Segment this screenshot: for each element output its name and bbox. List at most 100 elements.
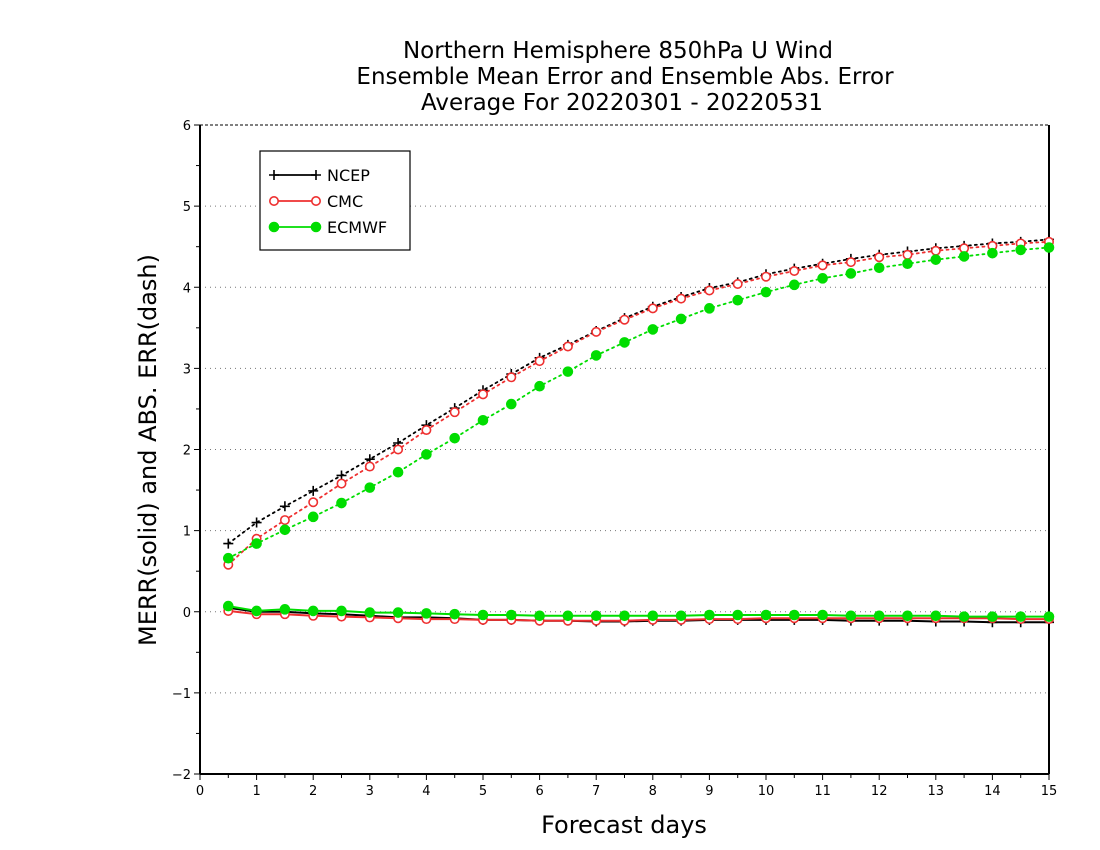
legend-marker — [268, 221, 280, 233]
abs-error-point — [336, 497, 347, 509]
abs-error-point — [279, 515, 290, 526]
abs-error-line — [227, 240, 1050, 566]
abs-error-point — [930, 254, 942, 265]
x-axis-label: Forecast days — [541, 811, 707, 839]
x-tick-label: 1 — [252, 784, 260, 799]
abs-error-point — [619, 314, 630, 325]
mean-error-point — [534, 610, 545, 622]
mean-error-point — [1043, 611, 1055, 622]
mean-error-point — [477, 609, 489, 621]
x-tick-label: 8 — [649, 784, 657, 799]
x-tick-label: 12 — [871, 784, 888, 799]
abs-error-point — [930, 245, 941, 256]
y-tick-label: 5 — [183, 200, 191, 215]
title-line-1: Northern Hemisphere 850hPa U Wind — [403, 38, 833, 64]
abs-error-point — [732, 279, 743, 290]
abs-error-point — [958, 251, 970, 262]
chart-title: Northern Hemisphere 850hPa U Wind Ensemb… — [356, 38, 894, 116]
abs-error-point — [506, 372, 517, 383]
abs-error-point — [676, 293, 687, 304]
abs-error-point — [251, 538, 262, 549]
abs-error-point — [732, 294, 744, 306]
series-cmc — [223, 236, 1055, 626]
title-line-3: Average For 20220301 - 20220531 — [421, 90, 823, 116]
abs-error-point — [477, 414, 489, 426]
legend-entry-cmc: CMC — [268, 192, 363, 211]
abs-error-point — [251, 517, 262, 528]
legend-marker — [311, 170, 321, 180]
abs-error-point — [590, 350, 602, 361]
legend-marker — [268, 196, 279, 207]
mean-error-point — [789, 609, 800, 621]
abs-error-point — [562, 366, 574, 377]
abs-error-point — [336, 478, 347, 489]
abs-error-point — [760, 286, 772, 298]
abs-error-line — [227, 246, 1050, 560]
x-tick-label: 13 — [928, 784, 945, 799]
x-tick-label: 14 — [984, 784, 1001, 799]
abs-error-point — [817, 273, 828, 284]
legend-label: ECMWF — [327, 218, 387, 237]
x-tick-label: 3 — [366, 784, 374, 799]
plot-series — [223, 234, 1055, 628]
abs-error-line — [227, 238, 1050, 545]
abs-error-point — [393, 444, 404, 455]
x-tick-label: 7 — [592, 784, 600, 799]
y-tick-label: 1 — [183, 525, 191, 540]
y-tick-label: −2 — [172, 768, 191, 783]
mean-error-point — [421, 608, 432, 619]
mean-error-point — [902, 610, 913, 622]
mean-error-point — [817, 609, 828, 621]
legend: NCEP CMC ECMWF — [259, 150, 411, 251]
mean-error-point — [873, 610, 885, 622]
abs-error-point — [817, 260, 828, 271]
abs-error-point — [223, 538, 234, 549]
abs-error-point — [1043, 242, 1055, 253]
mean-error-point — [562, 610, 574, 622]
mean-error-point — [958, 611, 970, 622]
abs-error-point — [789, 279, 800, 291]
abs-error-point — [449, 407, 460, 418]
mean-error-point — [987, 611, 998, 622]
x-tick-label: 4 — [422, 784, 430, 799]
mean-error-point — [845, 610, 857, 622]
legend-label: CMC — [327, 192, 363, 211]
abs-error-point — [760, 271, 771, 282]
y-tick-label: 2 — [183, 444, 191, 459]
mean-error-point — [449, 608, 461, 620]
mean-error-point — [364, 607, 376, 618]
x-tick-label: 0 — [196, 784, 204, 799]
mean-error-point — [307, 605, 319, 617]
abs-error-point — [477, 389, 488, 400]
abs-error-point — [421, 425, 432, 436]
x-ticks: 0 1 2 3 4 5 6 7 8 9 10 11 12 13 14 15 — [196, 774, 1057, 799]
x-tick-label: 15 — [1041, 784, 1058, 799]
abs-error-point — [874, 252, 885, 263]
abs-error-point — [902, 249, 913, 260]
abs-error-point — [308, 485, 319, 496]
abs-error-point — [987, 247, 998, 259]
mean-error-point — [704, 609, 715, 621]
legend-marker — [269, 170, 279, 180]
y-tick-label: −1 — [172, 687, 191, 702]
mean-error-point — [223, 600, 234, 612]
mean-error-point — [675, 610, 687, 622]
y-tick-label: 6 — [183, 119, 191, 134]
abs-error-point — [1015, 244, 1027, 256]
abs-error-point — [789, 266, 800, 277]
abs-error-point — [675, 313, 687, 325]
x-tick-label: 9 — [705, 784, 713, 799]
abs-error-point — [534, 356, 545, 367]
x-tick-label: 2 — [309, 784, 317, 799]
abs-error-point — [647, 303, 658, 314]
abs-error-point — [704, 285, 715, 296]
legend-entry-ecmwf: ECMWF — [268, 218, 387, 237]
abs-error-point — [308, 497, 319, 508]
abs-error-point — [364, 461, 375, 472]
mean-error-point — [251, 605, 262, 617]
mean-error-point — [930, 610, 942, 622]
y-ticks: −2 −1 0 1 2 3 4 5 6 — [172, 119, 200, 783]
abs-error-point — [845, 268, 857, 279]
abs-error-point — [364, 482, 376, 493]
